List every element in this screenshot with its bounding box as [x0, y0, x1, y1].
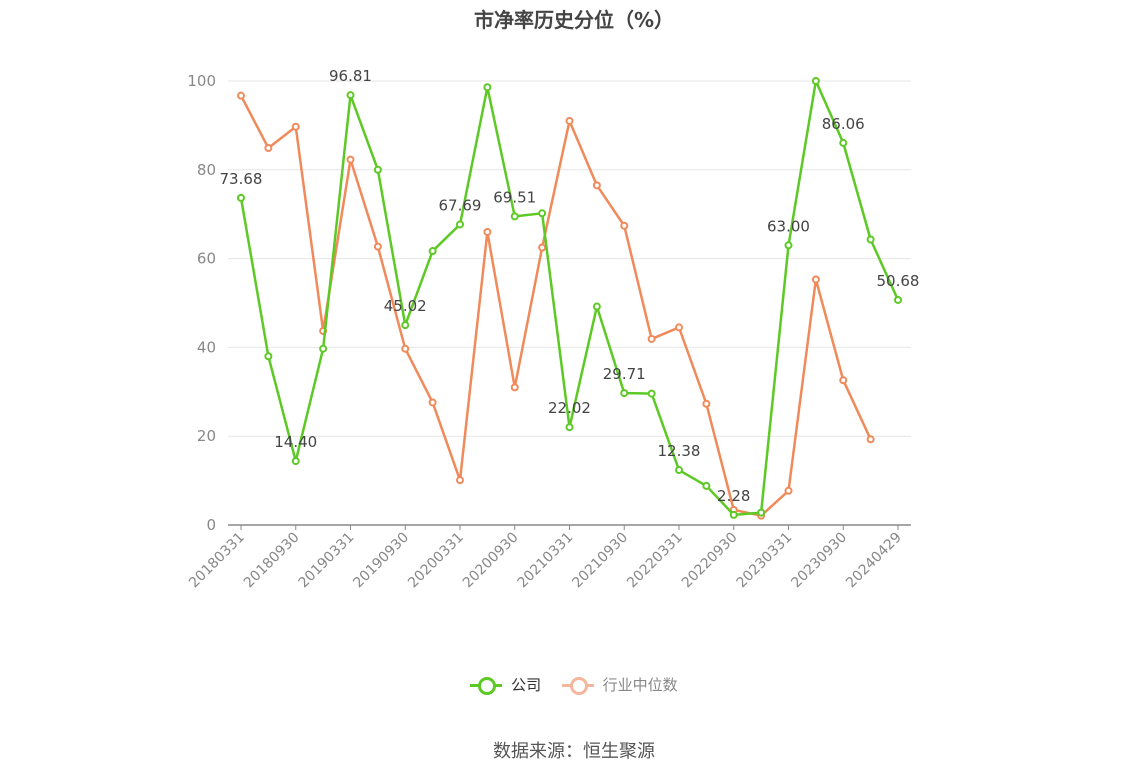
data-point-industry — [784, 486, 793, 495]
data-point-industry — [401, 344, 410, 353]
data-point-company — [757, 508, 766, 517]
data-point-industry — [538, 243, 547, 252]
x-tick-label: 20240429 — [843, 530, 905, 592]
data-point-industry — [483, 227, 492, 236]
data-point-industry — [620, 221, 629, 230]
data-point-company — [456, 220, 464, 229]
data-point-industry — [592, 181, 601, 190]
x-tick-label: 20190930 — [350, 530, 412, 592]
data-point-company — [894, 295, 902, 304]
data-point-industry — [428, 398, 437, 407]
data-point-company — [538, 209, 547, 218]
series-line-industry — [239, 95, 872, 517]
data-point-industry — [565, 116, 574, 125]
data-point-industry — [510, 383, 519, 392]
data-point-company — [866, 235, 875, 244]
y-tick-label: 100 — [187, 72, 216, 90]
x-tick-label: 20210930 — [569, 530, 631, 592]
data-point-company — [647, 389, 656, 398]
data-point-company — [237, 193, 245, 202]
data-point-company — [264, 352, 273, 361]
data-point-industry — [839, 376, 848, 385]
data-point-industry — [291, 122, 300, 131]
data-label: 14.40 — [274, 433, 317, 451]
line-chart: 0 20 40 60 80 100 2018033120180930201903312019… — [186, 67, 920, 591]
data-point-industry — [373, 242, 382, 251]
series — [237, 77, 902, 520]
x-tick-label: 20200930 — [460, 530, 522, 592]
data-label: 45.02 — [384, 297, 427, 315]
x-tick-label: 20200331 — [405, 530, 467, 592]
legend-label-company: 公司 — [511, 676, 542, 694]
data-point-company — [346, 91, 355, 100]
data-point-company — [839, 138, 848, 147]
data-label: 69.51 — [493, 188, 536, 206]
data-point-company — [811, 77, 820, 85]
x-tick-label: 20180930 — [241, 530, 303, 592]
data-label: 67.69 — [439, 196, 482, 214]
data-point-company — [702, 481, 711, 490]
legend-marker-industry — [561, 676, 594, 695]
data-point-company — [401, 321, 410, 330]
data-point-company — [592, 302, 601, 311]
data-point-company — [373, 165, 382, 174]
data-point-company — [319, 344, 328, 353]
y-tick-label: 0 — [206, 516, 216, 534]
data-label: 2.28 — [717, 487, 750, 505]
legend-item-company[interactable]: 公司 — [470, 674, 541, 695]
data-point-company — [784, 241, 793, 250]
legend-marker-company — [470, 676, 503, 695]
x-tick-label: 20220331 — [624, 530, 686, 592]
data-point-industry — [456, 476, 464, 485]
data-point-company — [565, 423, 574, 432]
x-tick-label: 20230331 — [734, 530, 796, 592]
series-line-company — [239, 79, 900, 517]
data-label: 73.68 — [220, 170, 263, 188]
data-point-company — [510, 212, 519, 221]
data-point-company — [291, 457, 300, 466]
data-label: 12.38 — [658, 442, 701, 460]
data-point-company — [428, 247, 437, 256]
legend-label-industry: 行业中位数 — [602, 676, 678, 694]
data-label: 22.02 — [548, 399, 591, 417]
data-label: 63.00 — [767, 217, 810, 235]
data-label: 29.71 — [603, 365, 646, 383]
legend-item-industry[interactable]: 行业中位数 — [561, 674, 678, 695]
data-point-company — [729, 510, 738, 519]
x-tick-label: 20190331 — [296, 530, 358, 592]
data-point-company — [483, 83, 492, 92]
y-tick-label: 20 — [197, 427, 216, 445]
data-point-company — [675, 466, 683, 475]
y-tick-label: 80 — [197, 161, 216, 179]
x-tick-label: 20180331 — [186, 530, 248, 592]
x-tick-label: 20230930 — [788, 530, 850, 592]
data-point-industry — [647, 334, 656, 343]
x-tick-label: 20210331 — [515, 530, 577, 592]
data-labels: 73.68 14.40 96.81 45.02 67.69 69.51 22.02 29.71… — [220, 67, 920, 505]
data-point-industry — [675, 323, 683, 332]
data-label: 86.06 — [822, 115, 865, 133]
x-tick-label: 20220930 — [679, 530, 741, 592]
data-source: 数据来源：恒生聚源 — [493, 741, 655, 762]
grid-lines — [228, 80, 911, 437]
data-point-industry — [702, 399, 711, 408]
y-tick-label: 40 — [197, 338, 216, 356]
data-point-industry — [346, 155, 355, 164]
data-point-company — [620, 389, 629, 398]
legend: 公司 行业中位数 — [0, 674, 1148, 695]
axes: 0 20 40 60 80 100 2018033120180930201903312019… — [186, 72, 911, 591]
data-point-industry — [264, 144, 273, 153]
data-label: 96.81 — [329, 67, 372, 85]
chart-title: 市净率历史分位（%） — [473, 8, 675, 32]
data-point-industry — [866, 435, 875, 444]
data-point-industry — [811, 275, 820, 284]
data-label: 50.68 — [877, 272, 920, 290]
y-tick-label: 60 — [197, 250, 216, 268]
data-point-industry — [237, 91, 245, 100]
